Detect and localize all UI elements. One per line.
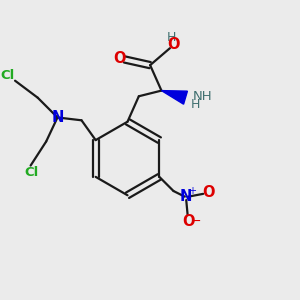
Text: O: O bbox=[182, 214, 195, 229]
Text: Cl: Cl bbox=[24, 166, 38, 179]
Polygon shape bbox=[161, 91, 188, 104]
Text: O: O bbox=[167, 37, 180, 52]
Text: +: + bbox=[188, 186, 196, 196]
Text: NH: NH bbox=[193, 90, 212, 103]
Text: O: O bbox=[202, 185, 214, 200]
Text: −: − bbox=[191, 215, 201, 228]
Text: O: O bbox=[113, 51, 126, 66]
Text: H: H bbox=[191, 98, 200, 111]
Text: Cl: Cl bbox=[1, 69, 15, 82]
Text: N: N bbox=[51, 110, 64, 125]
Text: H: H bbox=[167, 31, 176, 44]
Text: N: N bbox=[180, 189, 192, 204]
